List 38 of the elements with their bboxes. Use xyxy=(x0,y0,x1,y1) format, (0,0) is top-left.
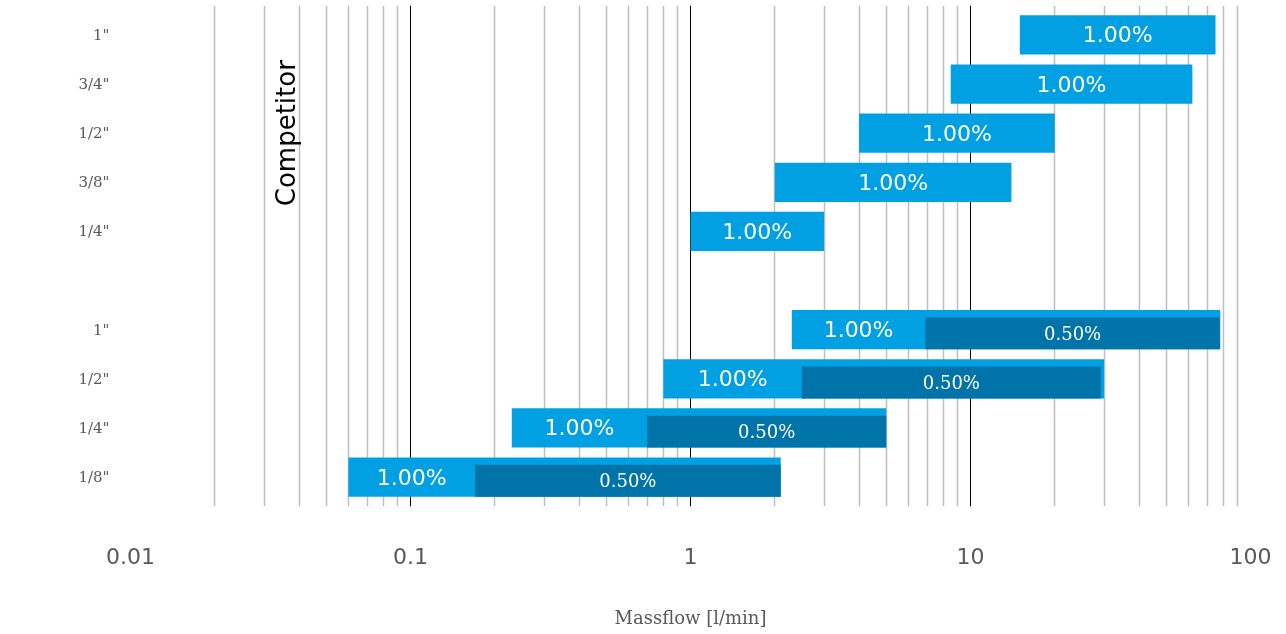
bar xyxy=(475,464,781,497)
bar xyxy=(774,162,1012,202)
text: 1.00% xyxy=(697,366,768,392)
text: 0.50% xyxy=(738,421,796,443)
text: 1.00% xyxy=(823,317,894,343)
text: 1.00% xyxy=(722,218,793,244)
x-tick-label: 100 xyxy=(1229,543,1272,569)
text: 1.00% xyxy=(858,169,929,195)
text: 0.50% xyxy=(599,470,657,492)
bar xyxy=(801,366,1101,399)
y-tick-label: 1/4" xyxy=(78,418,110,437)
y-tick-label: 1/2" xyxy=(78,124,110,143)
text: 1.00% xyxy=(376,464,447,490)
y-tick-label: 3/4" xyxy=(78,75,110,94)
text: 0.50% xyxy=(922,371,980,393)
text: 1.00% xyxy=(1082,22,1153,48)
y-tick-label: 3/8" xyxy=(78,173,110,192)
x-tick-label: 0.1 xyxy=(393,543,429,569)
bar xyxy=(859,113,1055,153)
annotation: Competitor xyxy=(270,59,301,207)
x-tick-label: 0.01 xyxy=(106,543,155,569)
bar xyxy=(690,211,825,252)
series-label: 1.00% xyxy=(921,120,992,146)
series-label: 0.50% xyxy=(1044,322,1102,344)
y-tick-label: 1/8" xyxy=(78,468,110,487)
y-tick-label: 1" xyxy=(93,25,110,44)
y-tick-label: 1/4" xyxy=(78,222,110,241)
x-axis-title: Massflow [l/min] xyxy=(614,606,767,628)
bar xyxy=(647,415,887,448)
text: 1.00% xyxy=(1036,71,1107,97)
text: 1.00% xyxy=(544,415,615,441)
bar xyxy=(925,317,1220,350)
x-tick-label: 1 xyxy=(683,543,698,569)
bar xyxy=(1019,15,1216,55)
x-tick-label: 10 xyxy=(956,543,985,569)
y-tick-label: 1/2" xyxy=(78,369,110,388)
y-tick-label: 1" xyxy=(93,320,110,339)
bar xyxy=(950,64,1193,104)
